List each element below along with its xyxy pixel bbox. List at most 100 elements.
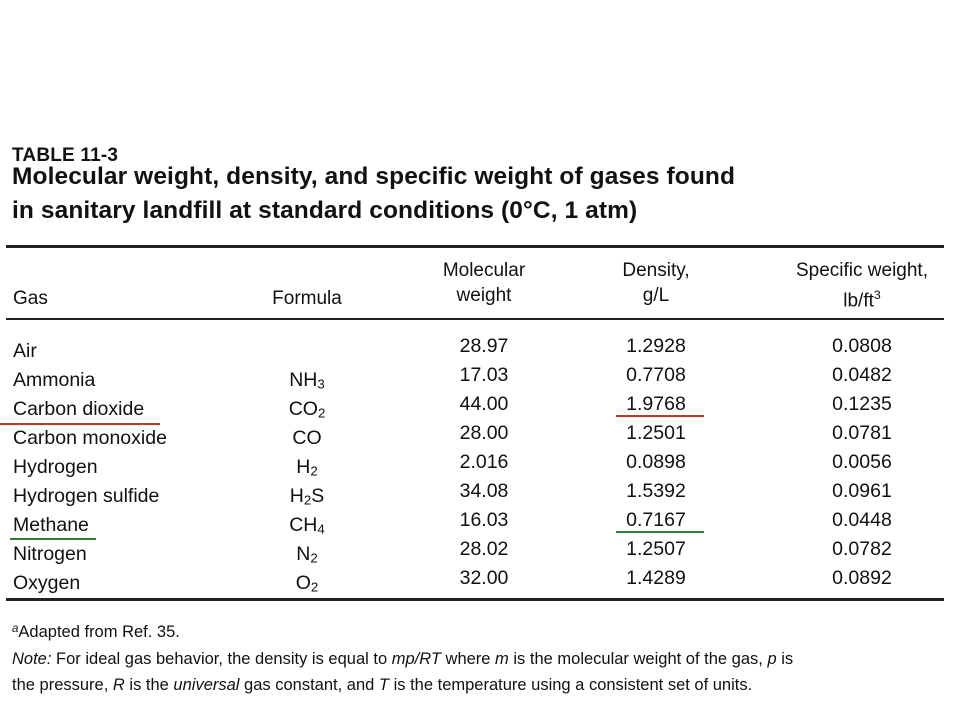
gas-name-cell: Ammonia [13,369,96,391]
header-specific-weight-unit: lb/ft [843,290,874,312]
formula-subscript: 3 [317,376,325,392]
header-density-line-2: g/L [642,285,670,306]
molecular-weight-cell: 28.02 [459,538,509,560]
formula-subscript: 2 [310,463,318,479]
header-gas: Gas [13,288,48,309]
molecular-weight-cell: 28.00 [459,422,509,444]
gas-name-cell: Nitrogen [13,543,87,565]
density-cell: 1.2928 [626,335,686,357]
note-text-f: is the [124,676,174,694]
note-var-m: m [495,650,509,668]
formula-base: CH [289,514,318,536]
carbon-dioxide-density-underline-mark [616,415,704,417]
note-text-d: is [776,650,794,668]
note-label: Note: [12,650,52,668]
footnote: aAdapted from Ref. 35. [12,623,180,642]
methane-density-underline-mark [616,531,704,533]
specific-weight-cell: 0.0782 [832,538,892,560]
formula-subscript: 2 [310,579,319,595]
formula-base: CO [288,398,318,420]
header-specific-weight-unit-exponent: 3 [873,288,881,302]
table-title-line-2: in sanitary landfill at standard conditi… [12,197,638,224]
methane-underline-mark [10,538,96,540]
molecular-weight-cell: 2.016 [459,451,509,473]
formula-base: H [289,485,304,507]
formula-cell: CH4 [247,514,367,536]
molecular-weight-cell: 16.03 [459,509,509,531]
molecular-weight-cell: 17.03 [459,364,509,386]
note-line-2: the pressure, R is the universal gas con… [12,676,752,695]
formula-cell: O2 [247,572,367,594]
bottom-rule [6,598,944,601]
formula-cell: H2 [247,456,367,478]
gas-name-cell: Methane [13,514,89,536]
gas-name-cell: Oxygen [13,572,81,594]
formula-base: NH [289,369,318,391]
table-title-line-1: Molecular weight, density, and specific … [12,163,736,190]
specific-weight-cell: 0.0448 [832,509,892,531]
note-word-universal: universal [173,676,240,694]
note-text-g: gas constant, and [239,676,379,694]
density-cell: 1.2507 [626,538,686,560]
formula-base: CO [292,427,322,449]
header-molecular-weight: Molecular weight [414,258,554,308]
note-text-a: For ideal gas behavior, the density is e… [51,650,392,668]
note-text-e: the pressure, [12,676,113,694]
note-formula: mp/RT [391,650,441,668]
density-cell: 0.7708 [626,364,686,386]
formula-cell: CO [247,427,367,449]
density-cell: 1.9768 [626,393,686,415]
formula-subscript: 2 [317,405,326,421]
carbon-dioxide-underline-mark [0,423,160,425]
header-formula: Formula [272,288,342,309]
formula-subscript: 2 [303,492,312,508]
header-specific-weight: Specific weight, lb/ft3 [770,258,954,313]
specific-weight-cell: 0.1235 [832,393,892,415]
formula-cell: NH3 [247,369,367,391]
formula-subscript: 4 [317,521,325,537]
gas-name-cell: Carbon monoxide [13,427,167,449]
formula-cell: N2 [247,543,367,565]
formula-base: O [295,572,311,594]
header-molecular-weight-line-1: Molecular [442,260,526,281]
header-rule [6,318,944,320]
note-text-h: is the temperature using a consistent se… [389,676,753,694]
gas-name-cell: Hydrogen [13,456,98,478]
density-cell: 1.2501 [626,422,686,444]
density-cell: 0.7167 [626,509,686,531]
formula-base: N [296,543,311,565]
molecular-weight-cell: 32.00 [459,567,509,589]
note-var-t: T [378,676,389,694]
header-molecular-weight-line-2: weight [456,285,512,306]
header-density-line-1: Density, [622,260,690,281]
header-specific-weight-line-2: lb/ft3 [770,283,954,313]
formula-cell: CO2 [247,398,367,420]
note-text-c: is the molecular weight of the gas, [508,650,768,668]
molecular-weight-cell: 28.97 [459,335,509,357]
density-cell: 0.0898 [626,451,686,473]
table-label: TABLE 11-3 [12,145,119,166]
formula-subscript: 2 [310,550,318,566]
gas-name-cell: Air [13,340,37,362]
specific-weight-cell: 0.0808 [832,335,892,357]
note-text-b: where [440,650,496,668]
density-cell: 1.4289 [626,567,686,589]
header-specific-weight-line-1: Specific weight, [795,260,928,281]
top-rule [6,245,944,248]
density-cell: 1.5392 [626,480,686,502]
formula-cell: H2S [247,485,367,507]
specific-weight-cell: 0.0961 [832,480,892,502]
molecular-weight-cell: 34.08 [459,480,509,502]
molecular-weight-cell: 44.00 [459,393,509,415]
specific-weight-cell: 0.0892 [832,567,892,589]
gas-name-cell: Hydrogen sulfide [13,485,160,507]
formula-base: H [296,456,311,478]
note-var-r: R [112,676,125,694]
footnote-text: Adapted from Ref. 35. [18,623,180,642]
gas-name-cell: Carbon dioxide [13,398,145,420]
note-var-p: p [767,650,777,668]
header-density: Density, g/L [586,258,726,308]
specific-weight-cell: 0.0781 [832,422,892,444]
specific-weight-cell: 0.0056 [832,451,892,473]
footnote-marker: a [12,623,19,635]
